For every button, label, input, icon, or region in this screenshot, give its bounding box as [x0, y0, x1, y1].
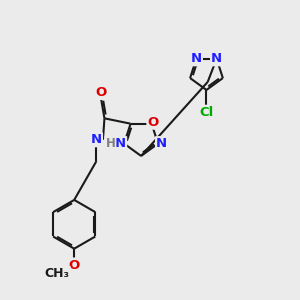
Text: N: N: [91, 133, 102, 146]
Text: O: O: [69, 259, 80, 272]
Text: N: N: [211, 52, 222, 65]
Text: CH₃: CH₃: [45, 267, 70, 280]
Text: N: N: [156, 137, 167, 150]
Text: O: O: [95, 86, 106, 99]
Text: H: H: [106, 137, 115, 150]
Text: Cl: Cl: [199, 106, 214, 119]
Text: O: O: [147, 116, 159, 129]
Text: N: N: [191, 52, 202, 65]
Text: N: N: [115, 137, 126, 150]
